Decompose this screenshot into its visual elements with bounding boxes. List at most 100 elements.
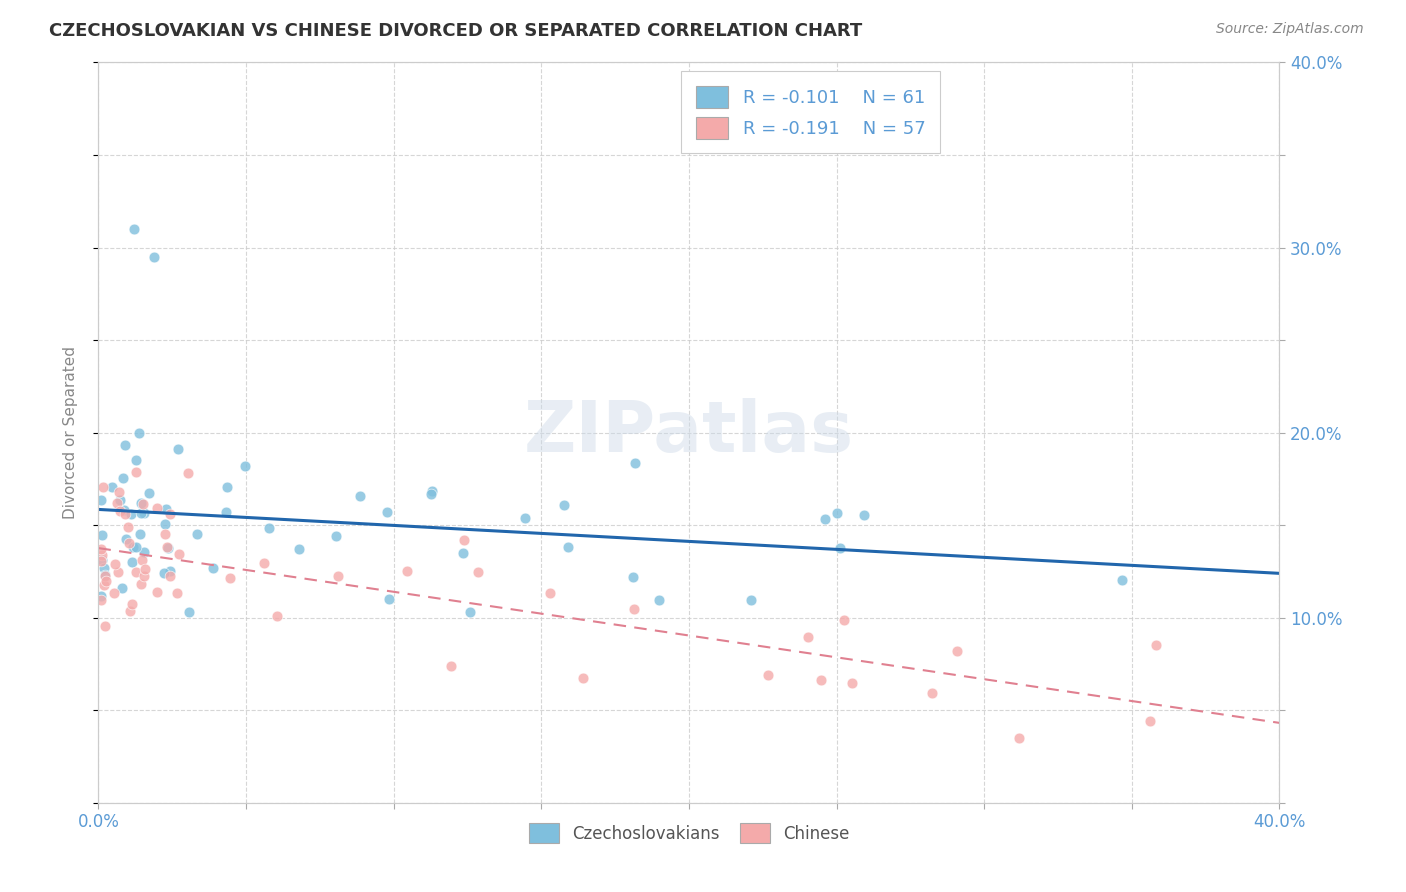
Point bbox=[125, 565, 148, 579]
Point bbox=[621, 570, 644, 584]
Point bbox=[124, 452, 146, 467]
Point bbox=[91, 528, 114, 542]
Point bbox=[215, 505, 238, 519]
Point bbox=[143, 250, 166, 264]
Point bbox=[90, 554, 112, 568]
Point bbox=[93, 561, 115, 575]
Point bbox=[129, 495, 152, 509]
Point bbox=[395, 564, 418, 578]
Point bbox=[122, 540, 145, 554]
Point bbox=[453, 533, 475, 548]
Point bbox=[153, 527, 176, 541]
Point bbox=[121, 555, 143, 569]
Point bbox=[215, 480, 238, 494]
Point bbox=[156, 541, 179, 556]
Point bbox=[108, 504, 131, 518]
Point bbox=[129, 526, 152, 541]
Point bbox=[93, 569, 115, 583]
Point bbox=[104, 558, 127, 572]
Point bbox=[120, 604, 142, 618]
Point bbox=[623, 456, 645, 470]
Point bbox=[156, 540, 179, 554]
Point bbox=[96, 574, 118, 588]
Point bbox=[159, 507, 181, 521]
Point bbox=[326, 569, 349, 583]
Point bbox=[118, 536, 141, 550]
Point bbox=[233, 459, 256, 474]
Point bbox=[1139, 714, 1161, 729]
Point bbox=[378, 592, 401, 607]
Point bbox=[218, 571, 240, 585]
Point bbox=[186, 527, 208, 541]
Point bbox=[166, 442, 188, 456]
Point bbox=[648, 593, 671, 607]
Point bbox=[921, 686, 943, 700]
Point bbox=[1111, 573, 1133, 587]
Point bbox=[325, 529, 347, 543]
Point bbox=[129, 506, 152, 520]
Point bbox=[832, 613, 855, 627]
Point bbox=[946, 644, 969, 658]
Point bbox=[103, 586, 125, 600]
Point bbox=[841, 676, 863, 690]
Point bbox=[439, 659, 461, 673]
Point bbox=[112, 503, 135, 517]
Point bbox=[155, 502, 177, 516]
Point bbox=[177, 605, 200, 619]
Point bbox=[167, 547, 190, 561]
Text: ZIPatlas: ZIPatlas bbox=[524, 398, 853, 467]
Point bbox=[93, 578, 115, 592]
Point bbox=[91, 480, 114, 494]
Text: Source: ZipAtlas.com: Source: ZipAtlas.com bbox=[1216, 22, 1364, 37]
Point bbox=[451, 546, 474, 560]
Point bbox=[129, 577, 152, 591]
Legend: Czechoslovakians, Chinese: Czechoslovakians, Chinese bbox=[522, 816, 856, 850]
Point bbox=[132, 506, 155, 520]
Point bbox=[94, 568, 117, 582]
Point bbox=[90, 493, 112, 508]
Point bbox=[166, 586, 188, 600]
Point bbox=[1144, 638, 1167, 652]
Point bbox=[107, 565, 129, 579]
Point bbox=[125, 465, 148, 479]
Point bbox=[253, 557, 276, 571]
Point bbox=[623, 602, 645, 616]
Point bbox=[553, 498, 575, 512]
Point bbox=[288, 541, 311, 556]
Point bbox=[90, 589, 112, 603]
Point bbox=[90, 542, 112, 557]
Point bbox=[460, 606, 482, 620]
Point bbox=[571, 671, 593, 685]
Point bbox=[1008, 731, 1031, 745]
Point bbox=[128, 425, 150, 440]
Y-axis label: Divorced or Separated: Divorced or Separated bbox=[63, 346, 77, 519]
Point bbox=[153, 516, 176, 531]
Point bbox=[132, 568, 155, 582]
Point bbox=[132, 497, 155, 511]
Point bbox=[94, 619, 117, 633]
Point bbox=[134, 562, 156, 576]
Point bbox=[121, 597, 143, 611]
Point bbox=[257, 521, 280, 535]
Text: CZECHOSLOVAKIAN VS CHINESE DIVORCED OR SEPARATED CORRELATION CHART: CZECHOSLOVAKIAN VS CHINESE DIVORCED OR S… bbox=[49, 22, 862, 40]
Point bbox=[159, 569, 181, 583]
Point bbox=[131, 553, 153, 567]
Point bbox=[114, 507, 136, 521]
Point bbox=[153, 566, 176, 581]
Point bbox=[797, 630, 820, 644]
Point bbox=[90, 553, 112, 567]
Point bbox=[114, 533, 136, 547]
Point bbox=[134, 545, 156, 559]
Point bbox=[740, 593, 762, 607]
Point bbox=[111, 471, 134, 485]
Point bbox=[420, 487, 443, 501]
Point bbox=[145, 585, 167, 599]
Point bbox=[467, 566, 489, 580]
Point bbox=[176, 466, 198, 480]
Point bbox=[349, 489, 371, 503]
Point bbox=[90, 593, 112, 607]
Point bbox=[853, 508, 876, 523]
Point bbox=[117, 520, 139, 534]
Point bbox=[105, 496, 128, 510]
Point bbox=[813, 511, 835, 525]
